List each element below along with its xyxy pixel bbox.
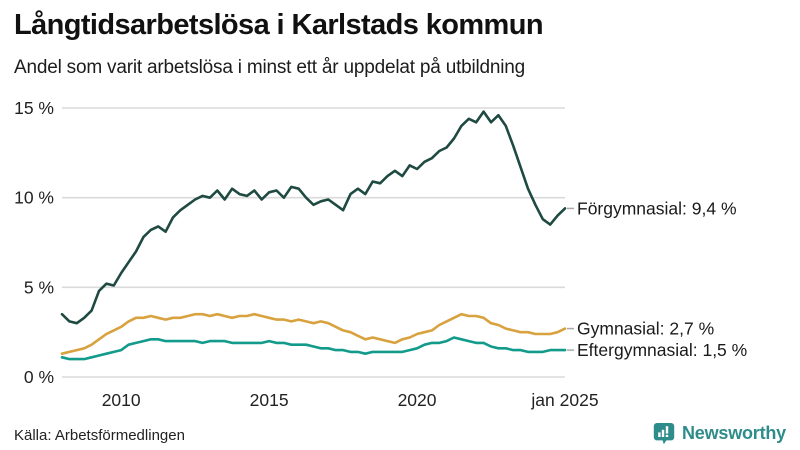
x-tick-label: 2015 xyxy=(250,390,289,410)
x-tick-label: jan 2025 xyxy=(530,390,598,410)
y-tick-label: 5 % xyxy=(24,277,54,297)
newsworthy-logo: Newsworthy xyxy=(652,420,786,446)
newsworthy-wordmark: Newsworthy xyxy=(681,422,786,443)
chart-subtitle: Andel som varit arbetslösa i minst ett å… xyxy=(14,57,526,78)
series-line-eftergymnasial xyxy=(60,336,567,361)
series-line-gymnasial xyxy=(60,312,567,356)
x-tick-label: 2020 xyxy=(398,390,437,410)
y-tick-label: 10 % xyxy=(14,188,54,208)
y-tick-label: 15 % xyxy=(14,98,54,118)
bar-chart-speech-bubble-icon xyxy=(653,423,675,445)
series-line-forgymnasial xyxy=(60,110,567,325)
chart-title: Långtidsarbetslösa i Karlstads kommun xyxy=(14,9,544,41)
series-end-label-gymnasial: Gymnasial: 2,7 % xyxy=(577,319,714,339)
series-end-label-eftergymnasial: Eftergymnasial: 1,5 % xyxy=(577,340,747,360)
x-tick-label: 2010 xyxy=(102,390,141,410)
y-tick-label: 0 % xyxy=(24,367,54,387)
series-end-label-forgymnasial: Förgymnasial: 9,4 % xyxy=(577,198,737,218)
source-note: Källa: Arbetsförmedlingen xyxy=(14,427,185,444)
